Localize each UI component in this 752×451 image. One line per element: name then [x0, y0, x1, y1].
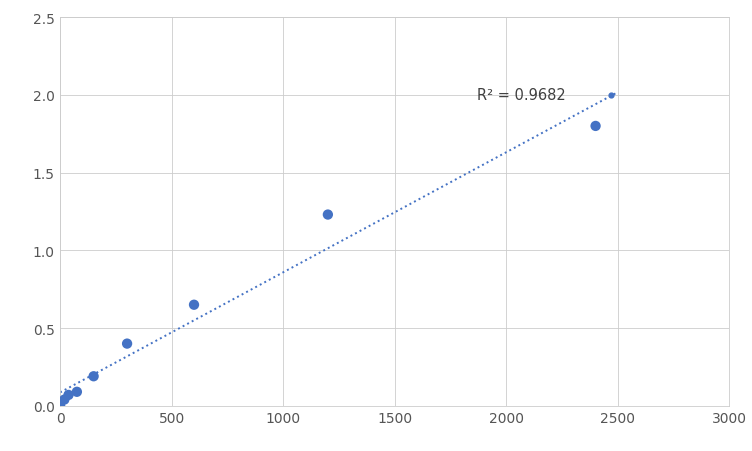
Point — [121, 340, 133, 347]
Point — [59, 396, 71, 403]
Point — [62, 391, 74, 399]
Point — [322, 212, 334, 219]
Point — [71, 388, 83, 396]
Point — [54, 402, 66, 410]
Point — [87, 373, 99, 380]
Point — [605, 92, 617, 99]
Text: R² = 0.9682: R² = 0.9682 — [478, 88, 566, 103]
Point — [590, 123, 602, 130]
Point — [188, 301, 200, 308]
